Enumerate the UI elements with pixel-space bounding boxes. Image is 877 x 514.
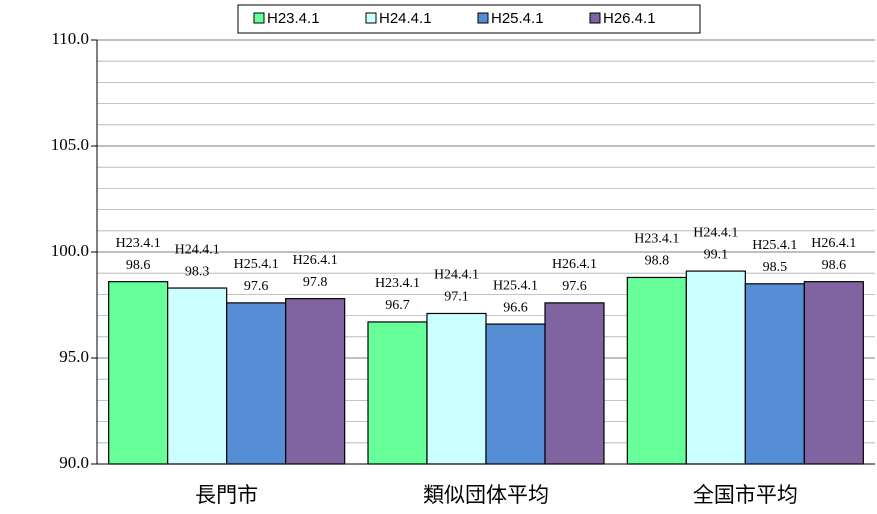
legend-swatch	[589, 12, 601, 24]
bar	[544, 302, 605, 465]
data-label: 98.3	[185, 264, 210, 279]
bar	[626, 276, 687, 465]
data-label: 98.8	[645, 254, 670, 269]
y-tick-label: 100.0	[51, 241, 89, 260]
bar	[485, 323, 546, 465]
y-tick-label: 95.0	[59, 347, 89, 366]
data-label: 96.7	[385, 298, 410, 313]
y-tick-label: 90.0	[59, 453, 89, 472]
x-tick-label: 全国市平均	[693, 483, 798, 507]
legend-label: H26.4.1	[603, 10, 656, 27]
data-label-name: H23.4.1	[634, 232, 679, 247]
data-label-name: H26.4.1	[293, 253, 338, 268]
data-label-name: H25.4.1	[493, 278, 538, 293]
legend-label: H23.4.1	[267, 10, 320, 27]
bar	[426, 312, 487, 465]
data-label: 98.6	[126, 258, 151, 273]
data-label: 97.8	[303, 275, 328, 290]
bar	[108, 281, 169, 465]
bar	[285, 298, 346, 465]
bar	[367, 321, 428, 465]
data-label: 97.6	[244, 279, 269, 294]
bar	[226, 302, 287, 465]
data-label-name: H24.4.1	[693, 225, 738, 240]
y-tick-label: 105.0	[51, 135, 89, 154]
legend-swatch	[253, 12, 265, 24]
y-tick-label: 110.0	[51, 29, 89, 48]
bar	[744, 283, 805, 465]
data-label-name: H24.4.1	[175, 242, 220, 257]
data-label: 97.1	[444, 290, 469, 305]
data-label: 97.6	[562, 279, 587, 294]
legend-swatch	[365, 12, 377, 24]
data-label: 98.5	[763, 260, 788, 275]
data-label-name: H24.4.1	[434, 268, 479, 283]
data-label: 98.6	[822, 258, 847, 273]
bar	[803, 281, 864, 465]
x-tick-label: 長門市	[195, 483, 258, 507]
data-label-name: H25.4.1	[234, 257, 279, 272]
legend-box	[237, 4, 701, 34]
data-label-name: H26.4.1	[552, 257, 597, 272]
bar	[685, 270, 746, 465]
data-label-name: H26.4.1	[811, 236, 856, 251]
data-label-name: H25.4.1	[752, 238, 797, 253]
legend-label: H24.4.1	[379, 10, 432, 27]
x-tick-label: 類似団体平均	[423, 483, 549, 507]
legend-label: H25.4.1	[491, 10, 544, 27]
bar	[167, 287, 228, 465]
data-label: 96.6	[503, 300, 528, 315]
data-label: 99.1	[704, 247, 729, 262]
data-label-name: H23.4.1	[375, 276, 420, 291]
legend-swatch	[477, 12, 489, 24]
data-label-name: H23.4.1	[116, 236, 161, 251]
